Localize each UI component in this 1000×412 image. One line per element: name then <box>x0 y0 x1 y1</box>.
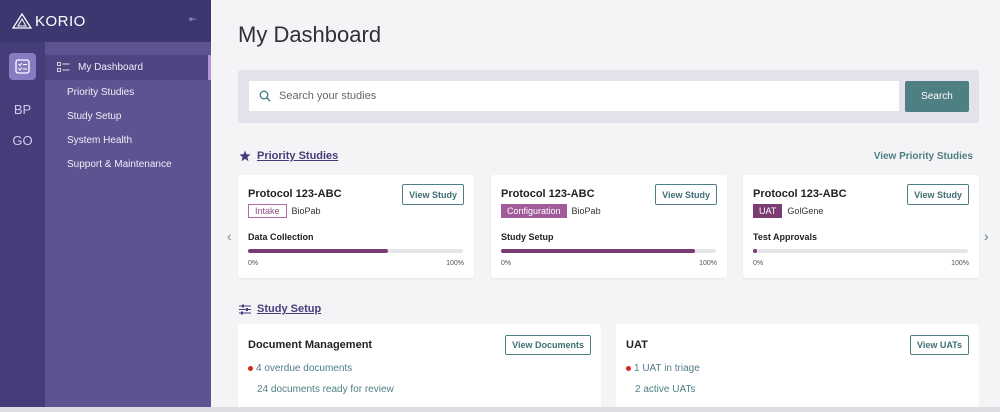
study-card: Protocol 123-ABC View Study Configuratio… <box>491 175 727 278</box>
status-badge: UAT <box>753 204 783 218</box>
active-uats-link[interactable]: 2 active UATs <box>635 384 696 395</box>
brand-name: KORIO <box>35 12 86 30</box>
document-management-panel: Document Management View Documents 4 ove… <box>238 324 601 412</box>
view-uats-button[interactable]: View UATs <box>909 335 969 355</box>
search-icon <box>259 90 271 102</box>
documents-ready-link[interactable]: 24 documents ready for review <box>257 384 394 395</box>
uat-triage-link[interactable]: 1 UAT in triage <box>626 363 700 374</box>
protocol-name: Protocol 123-ABC <box>501 188 595 200</box>
alert-text: 1 UAT in triage <box>634 363 700 374</box>
rail-item-go[interactable]: GO <box>12 133 33 148</box>
list-icon <box>57 62 70 72</box>
sidebar-item-study-setup[interactable]: Study Setup <box>67 110 122 122</box>
progress-min-label: 0% <box>501 260 512 267</box>
carousel-next-icon[interactable]: › <box>984 228 989 244</box>
alert-dot-icon <box>248 366 253 371</box>
protocol-name: Protocol 123-ABC <box>248 188 342 200</box>
progress-fill <box>501 249 695 253</box>
sponsor-name: BioPab <box>571 206 601 216</box>
status-badge: Intake <box>248 204 287 218</box>
sidebar-item-support[interactable]: Support & Maintenance <box>67 158 172 170</box>
sidebar-item-system-health[interactable]: System Health <box>67 134 133 146</box>
sidebar-item-label: My Dashboard <box>78 62 144 73</box>
progress-track <box>501 249 716 253</box>
dashboard-rail-button[interactable] <box>9 53 36 80</box>
sidebar-item-my-dashboard[interactable]: My Dashboard <box>45 55 211 80</box>
search-placeholder: Search your studies <box>279 90 377 102</box>
phase-label: Data Collection <box>248 232 314 242</box>
rail-item-bp[interactable]: BP <box>13 102 32 117</box>
progress-fill <box>753 249 758 253</box>
search-button[interactable]: Search <box>905 81 969 112</box>
phase-label: Test Approvals <box>753 232 818 242</box>
view-study-button[interactable]: View Study <box>655 184 717 205</box>
sidebar-item-priority-studies[interactable]: Priority Studies <box>67 86 135 98</box>
collapse-sidebar-icon[interactable]: ⇤ <box>189 14 197 24</box>
alert-text: 4 overdue documents <box>256 363 353 374</box>
progress-min-label: 0% <box>753 260 764 267</box>
logo-triangle-icon <box>12 13 32 29</box>
phase-label: Study Setup <box>501 232 554 242</box>
study-setup-link[interactable]: Study Setup <box>257 303 322 315</box>
priority-studies-link[interactable]: Priority Studies <box>257 150 339 162</box>
search-input[interactable]: Search your studies <box>249 81 899 111</box>
view-study-button[interactable]: View Study <box>402 184 464 205</box>
app-header: KORIO ⇤ <box>0 0 211 42</box>
study-card: Protocol 123-ABC View Study UAT GolGene … <box>743 175 979 278</box>
uat-panel: UAT View UATs 1 UAT in triage 2 active U… <box>616 324 979 412</box>
study-setup-header: Study Setup <box>239 303 321 315</box>
star-icon <box>239 150 251 162</box>
main-content: My Dashboard Search your studies Search … <box>211 0 1000 412</box>
progress-max-label: 100% <box>951 260 969 267</box>
alert-dot-icon <box>626 366 631 371</box>
panel-title: UAT <box>626 339 648 351</box>
view-documents-button[interactable]: View Documents <box>505 335 591 355</box>
sliders-icon <box>239 304 251 314</box>
search-bar: Search your studies Search <box>238 70 979 123</box>
progress-fill <box>248 249 388 253</box>
window-bottom-edge <box>0 407 1000 412</box>
sponsor-name: BioPab <box>291 206 321 216</box>
overdue-documents-link[interactable]: 4 overdue documents <box>248 363 352 374</box>
progress-track <box>248 249 463 253</box>
page-title: My Dashboard <box>238 22 382 47</box>
progress-min-label: 0% <box>248 260 259 267</box>
sponsor-name: GolGene <box>787 206 824 216</box>
carousel-prev-icon[interactable]: ‹ <box>227 228 232 244</box>
korio-logo[interactable]: KORIO <box>12 13 86 30</box>
progress-max-label: 100% <box>699 260 717 267</box>
protocol-name: Protocol 123-ABC <box>753 188 847 200</box>
panel-title: Document Management <box>248 339 373 351</box>
status-badge: Configuration <box>501 204 567 218</box>
view-study-button[interactable]: View Study <box>907 184 969 205</box>
study-card: Protocol 123-ABC View Study Intake BioPa… <box>238 175 474 278</box>
checklist-icon <box>15 59 30 74</box>
priority-studies-header: Priority Studies <box>239 150 338 162</box>
sidebar-nav: My Dashboard Priority Studies Study Setu… <box>45 42 211 412</box>
workspace-rail: BP GO <box>0 42 45 412</box>
progress-track <box>753 249 968 253</box>
progress-max-label: 100% <box>446 260 464 267</box>
view-priority-studies-link[interactable]: View Priority Studies <box>873 151 973 162</box>
